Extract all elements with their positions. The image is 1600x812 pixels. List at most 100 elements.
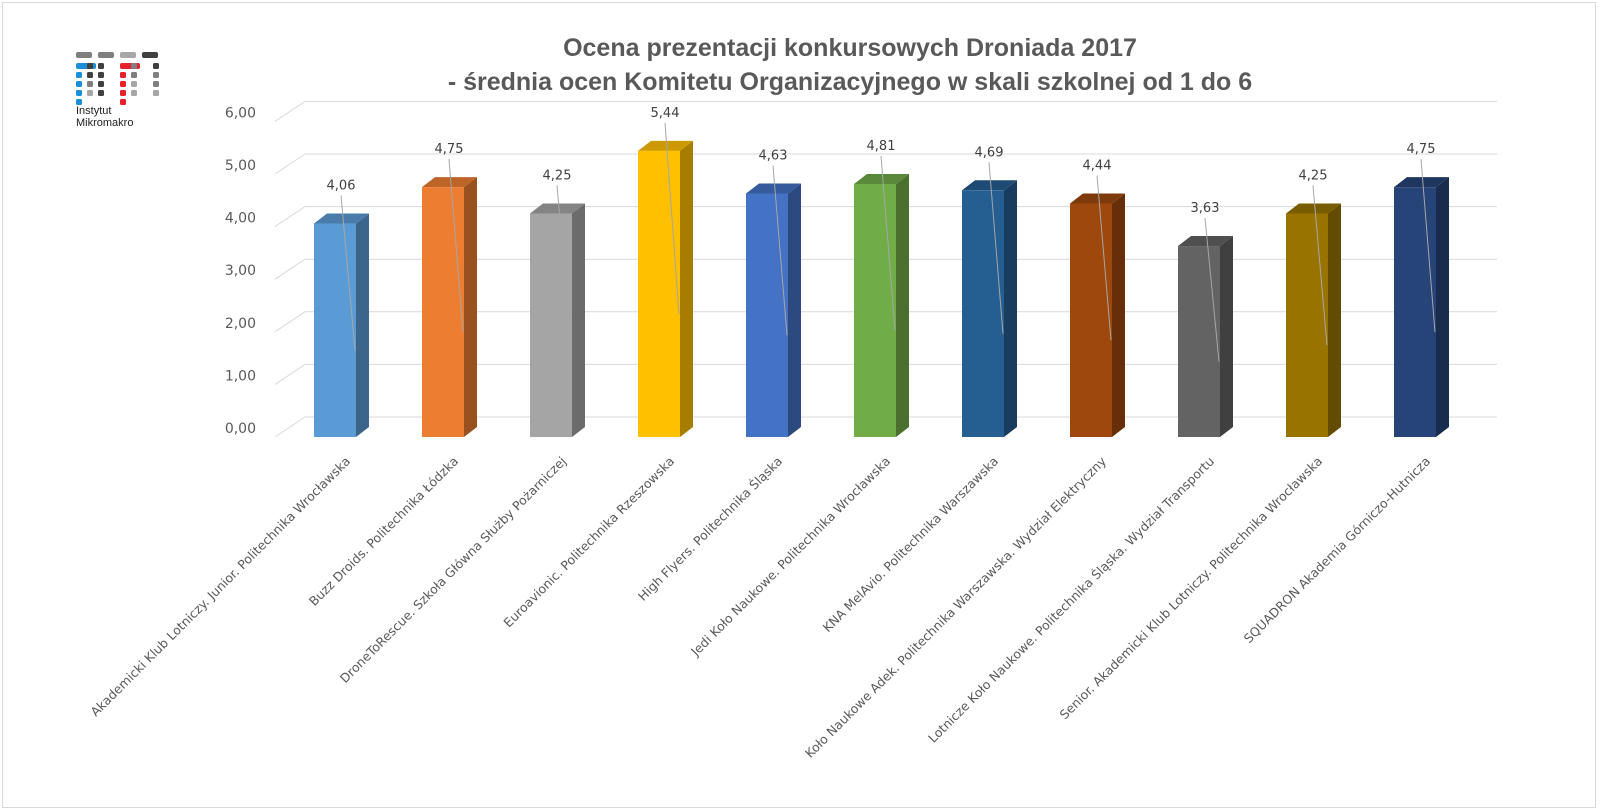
logo-dot [120,72,126,78]
bar-top [962,180,1017,191]
bar-top [746,183,801,194]
bar [746,193,788,437]
y-tick-label: 6,00 [225,105,256,121]
x-tick-label: Euroavionic. Politechnika Rzeszowska [500,454,677,631]
y-axis: 0,00 1,00 2,00 3,00 4,00 5,00 6,00 [225,105,256,437]
x-tick-label: SQUADRON Akademia Górniczo-Hutnicza [1241,454,1434,647]
logo-dot [120,81,126,87]
data-label-leader-line [340,195,356,351]
data-label-leader-line [1096,175,1112,341]
chart-title: Ocena prezentacji konkursowych Droniada … [563,34,1137,62]
data-labels: 4,06 4,75 4,25 5,44 4,63 4,81 4,69 4,44 3,63 4,25… [327,106,1436,362]
bar-side [1112,193,1125,437]
bar [314,223,356,437]
data-label-leader-line [880,155,896,331]
gridline-diagonal [274,363,306,385]
data-label: 4,81 [867,139,896,154]
data-label-leader-line [1312,185,1328,346]
logo-dot [131,81,137,87]
logo-dot [131,63,137,69]
bar [1070,203,1112,437]
bar [1394,187,1436,437]
bar-top [1070,193,1125,204]
data-label: 4,69 [975,145,1004,160]
data-label: 4,25 [543,168,572,183]
data-label: 4,75 [435,142,464,157]
bar-side [788,183,801,437]
logo-block [76,52,92,58]
data-label: 4,06 [327,178,356,193]
bar-side [356,213,369,437]
bar [962,190,1004,437]
data-label-leader-line [1204,218,1220,362]
bars [314,140,1449,437]
data-label: 4,75 [1407,142,1436,157]
x-tick-label: DroneToRescue. Szkoła Główna Służby Poża… [337,454,569,686]
logo-dot [153,72,159,78]
gridline-diagonal [274,258,306,280]
bar [1178,246,1220,437]
data-label: 3,63 [1191,201,1220,216]
logo-dot [76,72,82,78]
gridline-diagonal [274,416,306,438]
data-label: 4,63 [759,148,788,163]
x-tick-label: Senior. Akademicki Klub Lotniczy. Polite… [1057,454,1326,723]
data-label: 4,25 [1299,168,1328,183]
gridline-diagonal [274,311,306,333]
bar-side [464,177,477,437]
bar-side [1004,180,1017,437]
data-label: 5,44 [651,106,680,121]
bar-side [896,173,909,437]
logo-block [142,52,158,58]
chart-subtitle: - średnia ocen Komitetu Organizacyjnego … [448,68,1252,96]
data-label: 4,44 [1083,158,1112,173]
logo-dot [131,90,137,96]
logo-block [98,52,114,58]
data-label-leader-line [664,122,680,314]
y-tick-label: 3,00 [225,263,256,279]
bar [422,187,464,437]
gridline-diagonal [274,206,306,228]
data-label-leader-line [988,162,1004,334]
bar-top [1178,236,1233,247]
logo-text-line1: Instytut [76,105,111,117]
bar-side [1436,177,1449,437]
bar [530,213,572,437]
logo-dot [98,63,104,69]
gridline-diagonal [274,100,306,122]
bar-top [530,203,585,214]
bar-top [854,173,909,184]
logo-dot [87,90,93,96]
x-tick-label: Akademicki Klub Lotniczy. Junior. Polite… [87,454,353,720]
logo-dot [153,90,159,96]
bar-side [1328,203,1341,437]
logo-text-line2: Mikromakro [76,117,133,129]
logo-dot [87,81,93,87]
logo-dot [98,81,104,87]
bar [854,183,896,437]
logo-dot [120,99,126,105]
logo-dot [153,81,159,87]
y-tick-label: 2,00 [225,316,256,332]
gridline-diagonal [274,153,306,175]
bar-top [314,213,369,224]
logo-dot [87,72,93,78]
logo-dot [76,99,82,105]
bar-top [422,177,477,188]
logo-block [120,52,136,58]
bar [638,150,680,437]
data-label-leader-line [1420,159,1436,333]
instytut-mikromakro-logo [76,52,159,105]
y-tick-label: 0,00 [225,421,256,437]
data-label-leader-line [556,185,572,346]
logo-dot [87,63,93,69]
bar-top [638,140,693,151]
logo-dot [76,90,82,96]
y-tick-label: 4,00 [225,211,256,227]
logo-dot [153,63,159,69]
logo-dot [76,81,82,87]
y-tick-label: 1,00 [225,368,256,384]
bar [1286,213,1328,437]
x-tick-label: Jedi Koło Naukowe. Politechnika Wrocławs… [687,454,893,660]
